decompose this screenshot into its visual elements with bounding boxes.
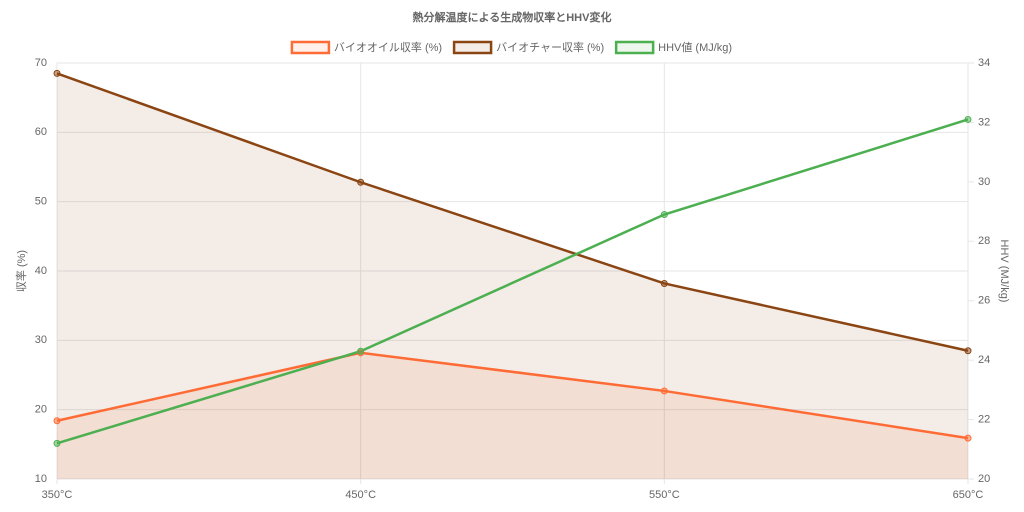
data-point (964, 347, 972, 355)
data-point (53, 69, 61, 77)
data-point (964, 115, 972, 123)
y2-axis-label: HHV (MJ/kg) (998, 240, 1010, 303)
areas (57, 73, 968, 480)
legend-swatch (452, 40, 493, 55)
y2-tick-label: 22 (978, 413, 990, 425)
data-point (660, 211, 668, 219)
y2-tick-label: 34 (978, 57, 990, 69)
lines (56, 72, 969, 445)
series-line (56, 118, 969, 445)
y-axis-label: 収率 (%) (14, 250, 28, 292)
data-point (660, 279, 668, 287)
x-tick-label: 350°C (42, 489, 73, 501)
legend-swatch (614, 40, 655, 55)
y-tick-label: 60 (35, 126, 47, 138)
series-line (56, 351, 969, 440)
y2-tick-label: 28 (978, 235, 990, 247)
data-point (53, 439, 61, 447)
y-tick-label: 70 (35, 57, 47, 69)
data-point (53, 417, 61, 425)
legend-label: HHV値 (MJ/kg) (658, 41, 732, 54)
data-point (357, 347, 365, 355)
y-tick-label: 30 (35, 334, 47, 346)
y-tick-label: 20 (35, 404, 47, 416)
legend-label: バイオチャー収率 (%) (496, 40, 604, 54)
y2-tick-label: 32 (978, 116, 990, 128)
legend: バイオオイル収率 (%) バイオチャー収率 (%) HHV値 (MJ/kg) (290, 40, 732, 55)
y2-tick-label: 30 (978, 176, 990, 188)
series-line (56, 72, 969, 352)
grid (56, 62, 969, 484)
y2-tick-label: 20 (978, 473, 990, 485)
y-tick-label: 50 (35, 196, 47, 208)
legend-swatch (290, 40, 331, 55)
data-point (964, 434, 972, 442)
series-area (57, 73, 968, 480)
data-point (660, 387, 668, 395)
legend-label: バイオオイル収率 (%) (334, 40, 442, 54)
x-tick-label: 550°C (649, 489, 680, 501)
y2-tick-label: 24 (978, 354, 990, 366)
y2-tick-label: 26 (978, 295, 990, 307)
x-tick-label: 450°C (345, 489, 376, 501)
y-tick-label: 10 (35, 473, 47, 485)
data-point (357, 178, 365, 186)
series-area (57, 352, 968, 479)
chart-title: 熱分解温度による生成物収率とHHV変化 (413, 10, 612, 24)
x-tick-label: 650°C (953, 489, 984, 501)
y-tick-label: 40 (35, 265, 47, 277)
